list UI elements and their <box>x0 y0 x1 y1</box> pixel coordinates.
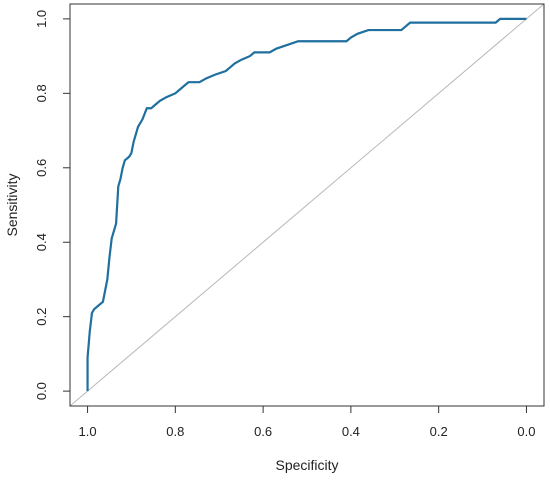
y-tick-label: 0.6 <box>34 159 49 177</box>
y-tick-label: 0.8 <box>34 84 49 102</box>
plot-frame <box>69 3 545 407</box>
y-axis-title: Sensitivity <box>4 173 20 236</box>
x-tick-label: 0.6 <box>254 424 272 439</box>
y-tick-label: 1.0 <box>34 10 49 28</box>
x-tick-label: 0.2 <box>430 424 448 439</box>
x-tick-label: 0.0 <box>517 424 535 439</box>
y-tick-label: 0.4 <box>34 233 49 251</box>
axes: 1.0 0.8 0.6 0.4 0.2 0.0 0.0 0.2 0.4 0.6 0.8 1.0 <box>34 3 545 439</box>
y-tick-label: 0.0 <box>34 382 49 400</box>
reference-diagonal-line <box>70 4 544 406</box>
y-tick-label: 0.2 <box>34 308 49 326</box>
x-tick-label: 0.4 <box>342 424 360 439</box>
plot-area <box>70 4 544 406</box>
roc-curve-line <box>86 17 527 392</box>
x-tick-label: 0.8 <box>166 424 184 439</box>
x-tick-label: 1.0 <box>79 424 97 439</box>
x-axis-title: Specificity <box>275 457 338 473</box>
